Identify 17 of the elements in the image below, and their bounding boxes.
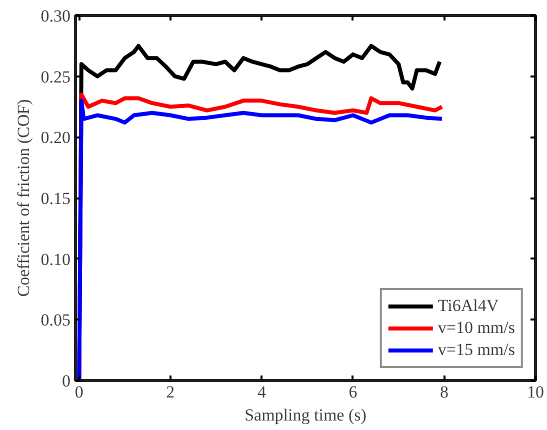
x-tick-label: 10 — [527, 382, 544, 402]
legend-label: Ti6Al4V — [438, 296, 499, 316]
y-axis-title: Coefficient of friction (COF) — [14, 99, 33, 297]
y-tick-label: 0.15 — [40, 189, 70, 208]
x-tick-label: 2 — [166, 382, 175, 402]
y-tick-label: 0.10 — [40, 250, 70, 269]
x-tick-label: 0 — [74, 382, 84, 402]
legend-label: v=15 mm/s — [438, 340, 515, 360]
x-tick-label: 6 — [348, 382, 358, 402]
y-tick-label: 0.30 — [40, 6, 70, 26]
y-tick-label: 0.20 — [40, 128, 70, 148]
legend-label: v=10 mm/s — [438, 318, 515, 338]
y-tick-label: 0.25 — [40, 67, 70, 86]
x-tick-label: 8 — [440, 382, 448, 402]
x-tick-label: 4 — [257, 382, 266, 402]
x-axis-title: Sampling time (s) — [244, 406, 366, 424]
y-tick-label: 0.05 — [40, 310, 70, 330]
